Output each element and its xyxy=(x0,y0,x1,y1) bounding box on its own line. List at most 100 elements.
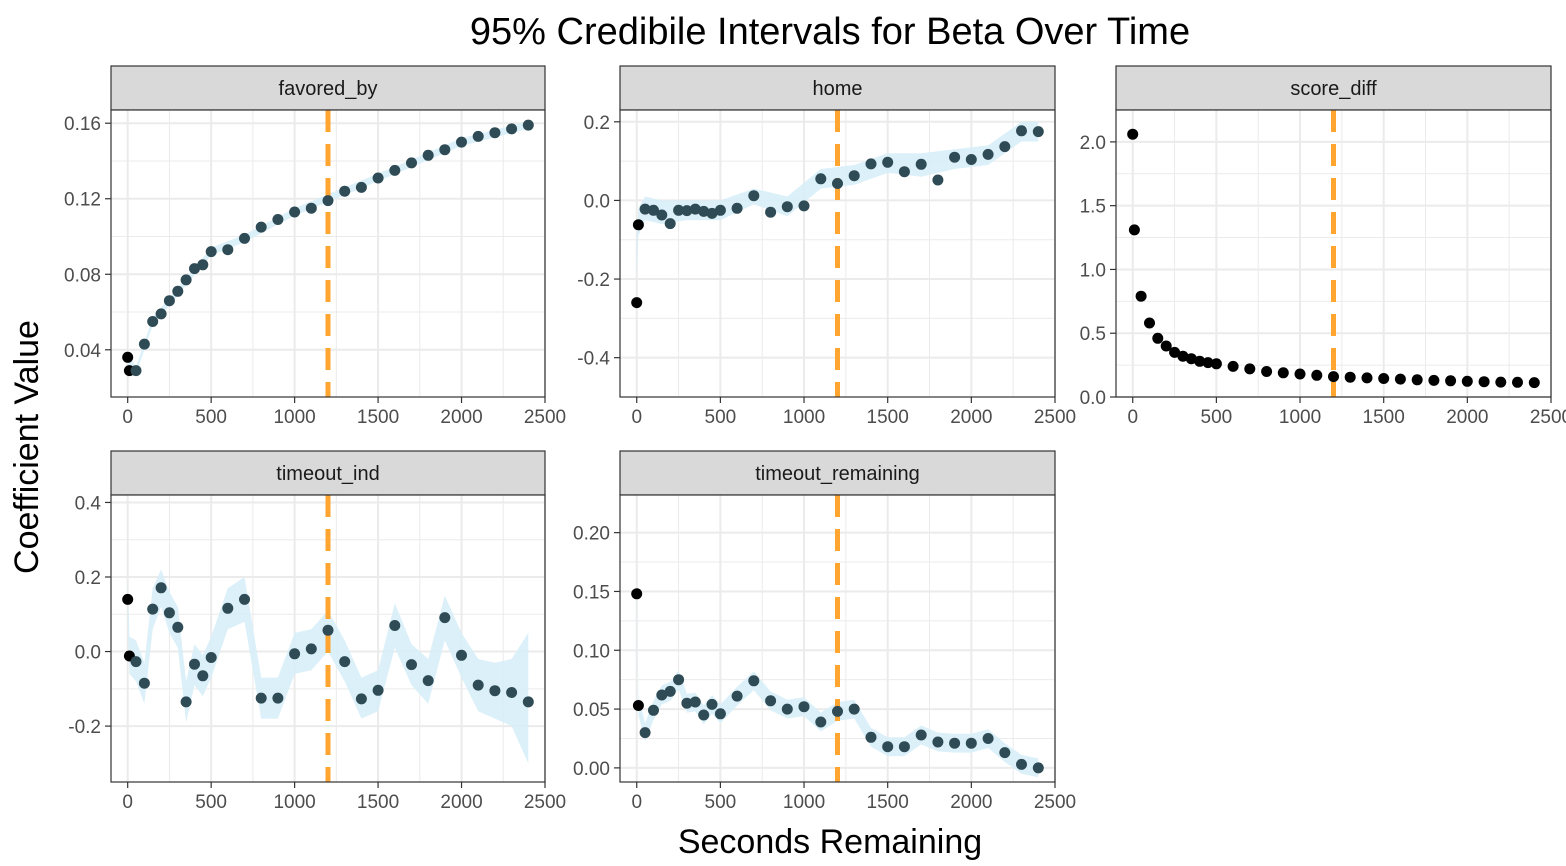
data-point xyxy=(648,704,659,716)
data-point xyxy=(506,687,518,698)
data-point xyxy=(189,263,200,275)
data-point xyxy=(915,729,927,741)
x-tick-label: 2000 xyxy=(440,407,482,428)
data-point xyxy=(472,679,484,691)
data-point xyxy=(1361,372,1373,384)
data-point xyxy=(189,658,200,670)
y-tick-label: 0.20 xyxy=(573,524,610,545)
panel-timeout_remaining: timeout_remaining 0 500 1000 1500 2000 2500 0.0… xyxy=(573,450,1076,813)
data-point xyxy=(522,696,534,708)
data-point xyxy=(631,588,643,600)
y-tick-label: 0.16 xyxy=(64,114,101,135)
data-point xyxy=(949,151,961,163)
x-tick-label: 1000 xyxy=(783,407,825,428)
y-tick-label: -0.4 xyxy=(577,349,610,370)
data-point xyxy=(656,689,668,701)
x-tick-label: 2000 xyxy=(950,792,992,813)
data-point xyxy=(272,692,284,704)
data-point xyxy=(882,741,894,753)
x-tick-label: 1000 xyxy=(273,407,315,428)
data-point xyxy=(372,172,384,184)
data-point xyxy=(1032,126,1044,138)
data-point xyxy=(832,178,843,189)
x-tick-label: 1500 xyxy=(357,407,399,428)
data-point xyxy=(180,696,192,708)
data-point xyxy=(147,603,159,615)
strip-header xyxy=(110,450,546,496)
data-point xyxy=(798,200,810,212)
data-point xyxy=(1428,374,1440,386)
data-point xyxy=(122,351,134,363)
data-point xyxy=(1016,758,1027,770)
data-point xyxy=(1378,373,1390,384)
data-point xyxy=(222,602,234,614)
data-point xyxy=(506,123,518,135)
data-point xyxy=(389,164,401,176)
data-point xyxy=(239,232,250,244)
data-point xyxy=(272,214,284,225)
x-tick-label: 1500 xyxy=(867,407,909,428)
data-point xyxy=(138,677,150,689)
panel-border xyxy=(110,494,546,783)
x-tick-label: 2000 xyxy=(950,407,992,428)
data-point xyxy=(163,295,175,307)
data-point xyxy=(197,670,209,682)
y-tick-label: 0.0 xyxy=(75,643,101,664)
data-point xyxy=(798,701,810,713)
data-point xyxy=(289,648,301,660)
chart-title: 95% Credibile Intervals for Beta Over Ti… xyxy=(470,11,1190,53)
x-tick-label: 500 xyxy=(705,792,737,813)
data-point xyxy=(1210,358,1222,370)
data-point xyxy=(932,736,944,748)
x-tick-label: 1000 xyxy=(273,792,315,813)
data-point xyxy=(706,698,718,710)
panel-border xyxy=(110,109,546,398)
x-tick-label: 2500 xyxy=(1530,407,1566,428)
data-point xyxy=(1328,371,1339,383)
data-point xyxy=(681,697,693,709)
y-tick-label: 0.4 xyxy=(75,493,102,514)
data-point xyxy=(1495,376,1507,388)
data-point xyxy=(372,684,384,696)
data-point xyxy=(255,692,267,704)
data-point xyxy=(631,297,643,309)
x-tick-label: 0 xyxy=(631,792,642,813)
data-point xyxy=(765,695,777,707)
data-point xyxy=(632,219,644,231)
x-tick-label: 500 xyxy=(1201,407,1233,428)
y-tick-label: 1.0 xyxy=(1080,260,1106,281)
x-tick-label: 0 xyxy=(631,407,642,428)
data-point xyxy=(681,205,693,217)
data-point xyxy=(489,685,501,697)
data-point xyxy=(339,185,351,197)
data-point xyxy=(1261,366,1273,377)
x-tick-label: 500 xyxy=(195,792,227,813)
data-point xyxy=(656,209,668,221)
panel-timeout_ind: timeout_ind 0 500 1000 1500 2000 2500 -0.2 0.0 0.… xyxy=(68,450,566,813)
data-point xyxy=(339,656,351,668)
x-tick-label: 2500 xyxy=(1034,792,1076,813)
data-point xyxy=(648,204,659,216)
data-point xyxy=(1194,355,1206,367)
data-point xyxy=(163,607,175,619)
data-point xyxy=(999,141,1011,153)
y-tick-label: 1.5 xyxy=(1080,197,1106,218)
data-point xyxy=(632,700,644,711)
data-point xyxy=(422,675,434,687)
data-point xyxy=(848,703,860,715)
data-point xyxy=(355,181,367,193)
strip-header xyxy=(110,65,546,111)
x-tick-label: 1500 xyxy=(1363,407,1405,428)
strip-header xyxy=(619,65,1056,111)
data-point xyxy=(748,675,760,687)
data-point xyxy=(322,195,334,207)
data-point xyxy=(731,690,743,702)
x-tick-label: 500 xyxy=(705,407,737,428)
panel-border xyxy=(1115,109,1552,398)
data-point xyxy=(832,705,843,717)
x-axis-title: Seconds Remaining xyxy=(678,823,982,861)
strip-label: timeout_ind xyxy=(276,463,379,485)
x-tick-label: 500 xyxy=(195,407,227,428)
credible-band xyxy=(636,121,1039,280)
